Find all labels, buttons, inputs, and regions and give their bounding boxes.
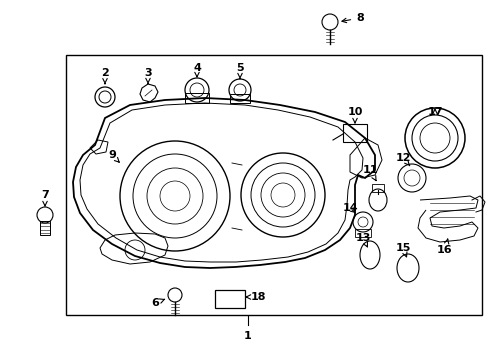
Bar (184, 93, 208, 103)
Bar (342, 124, 366, 142)
Text: 12: 12 (394, 153, 410, 166)
Text: 8: 8 (341, 13, 363, 23)
Bar (371, 184, 383, 192)
Text: 18: 18 (246, 292, 265, 302)
Text: 4: 4 (193, 63, 201, 77)
Text: 16: 16 (436, 239, 452, 255)
Text: 14: 14 (342, 203, 357, 213)
Bar (215, 290, 244, 308)
Text: 13: 13 (355, 233, 370, 247)
Text: 10: 10 (346, 107, 362, 123)
Text: 15: 15 (394, 243, 410, 257)
Text: 1: 1 (244, 331, 251, 341)
Bar (40, 221, 50, 235)
Text: 5: 5 (236, 63, 244, 78)
Text: 7: 7 (41, 190, 49, 206)
Bar (66, 55, 481, 315)
Text: 6: 6 (151, 298, 164, 308)
Text: 11: 11 (362, 165, 377, 181)
Text: 3: 3 (144, 68, 151, 84)
Text: 17: 17 (427, 107, 442, 117)
Bar (354, 229, 370, 237)
Bar (229, 94, 249, 103)
Text: 9: 9 (108, 150, 119, 162)
Text: 2: 2 (101, 68, 109, 84)
